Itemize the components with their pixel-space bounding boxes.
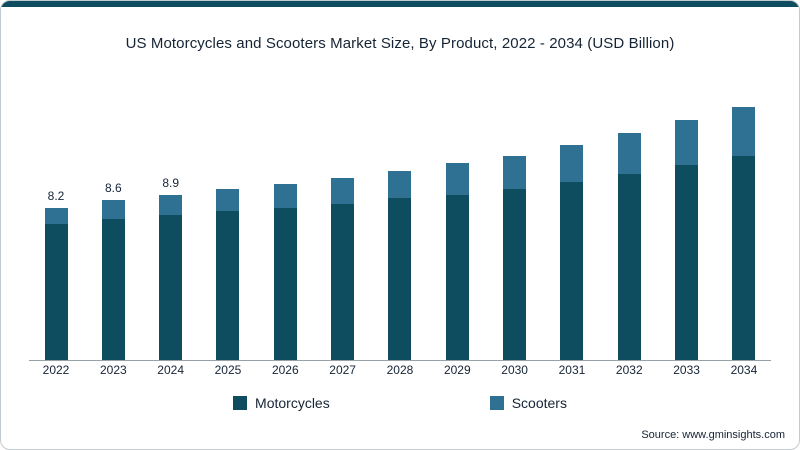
legend-item-scooters: Scooters [489, 395, 567, 411]
x-axis-labels: 2022 2023 2024 2025 2026 2027 2028 2029 2030 2031… [29, 363, 771, 377]
bar-group-2022: 8.2 [35, 189, 77, 360]
bar-segment-scooters [273, 183, 297, 208]
x-axis-label-2033: 2033 [673, 363, 700, 377]
plot-area: 8.2 8.6 8.9 [29, 91, 771, 361]
bar-group-2026 [264, 165, 306, 360]
bar-group-2023: 8.6 [92, 181, 134, 360]
x-axis-label-2028: 2028 [386, 363, 414, 377]
bar-value-label: 8.2 [47, 188, 65, 203]
bar-segment-scooters [560, 144, 584, 182]
x-axis-label-2034: 2034 [730, 363, 758, 377]
bar-group-2033 [666, 101, 708, 360]
legend-swatch-scooters [489, 396, 504, 410]
bar-value-label: 8.6 [104, 181, 122, 196]
bar-segment-motorcycles [331, 204, 355, 360]
chart-title: US Motorcycles and Scooters Market Size,… [125, 35, 675, 52]
x-axis-label-2032: 2032 [615, 363, 643, 377]
bar-segment-scooters [159, 194, 183, 216]
x-axis-label-2030: 2030 [501, 363, 528, 377]
legend-label-motorcycles: Motorcycles [255, 395, 330, 411]
bar-segment-scooters [216, 189, 240, 212]
x-axis-label-2031: 2031 [558, 363, 586, 377]
legend-label-scooters: Scooters [511, 395, 567, 411]
source-attribution: Source: www.gminsights.com [641, 429, 785, 441]
top-accent-bar [1, 1, 799, 7]
x-axis-label-2027: 2027 [329, 363, 356, 377]
legend: Motorcycles Scooters [1, 395, 799, 411]
bar-segment-scooters [101, 200, 125, 219]
bar-segment-motorcycles [44, 224, 68, 360]
x-axis-label-2022: 2022 [42, 363, 70, 377]
bar-segment-motorcycles [675, 165, 699, 360]
bar-group-2024: 8.9 [150, 176, 192, 360]
bar-segment-scooters [675, 120, 699, 165]
legend-item-motorcycles: Motorcycles [233, 395, 330, 411]
bar-segment-scooters [44, 207, 68, 225]
bar-value-label: 8.9 [162, 175, 179, 190]
bar-segment-scooters [331, 178, 355, 204]
bar-segment-motorcycles [560, 181, 584, 360]
bar-segment-scooters [732, 107, 756, 156]
bar-group-2032 [608, 114, 650, 360]
x-axis-label-2025: 2025 [214, 363, 242, 377]
bar-segment-motorcycles [388, 198, 412, 360]
bar-segment-motorcycles [732, 155, 756, 360]
bar-segment-motorcycles [159, 215, 183, 360]
bar-segment-motorcycles [101, 218, 125, 360]
bar-group-2028 [379, 152, 421, 360]
bar-group-2030 [494, 137, 536, 360]
bar-group-2034 [723, 88, 765, 360]
bar-group-2031 [551, 126, 593, 360]
bar-segment-scooters [503, 155, 527, 190]
x-axis-label-2026: 2026 [271, 363, 299, 377]
bar-segment-scooters [445, 163, 469, 195]
bar-segment-scooters [388, 170, 412, 199]
x-axis-label-2029: 2029 [443, 363, 471, 377]
legend-swatch-motorcycles [233, 396, 248, 410]
bar-segment-motorcycles [445, 194, 469, 360]
bar-segment-motorcycles [273, 207, 297, 360]
bar-group-2027 [322, 159, 364, 360]
bar-group-2029 [436, 144, 478, 360]
bar-segment-motorcycles [617, 174, 641, 360]
bar-group-2025 [207, 170, 249, 360]
bar-segment-scooters [617, 133, 641, 175]
bar-segment-motorcycles [216, 211, 240, 360]
x-axis-label-2024: 2024 [157, 363, 184, 377]
bar-segment-motorcycles [503, 189, 527, 360]
x-axis-label-2023: 2023 [99, 363, 127, 377]
